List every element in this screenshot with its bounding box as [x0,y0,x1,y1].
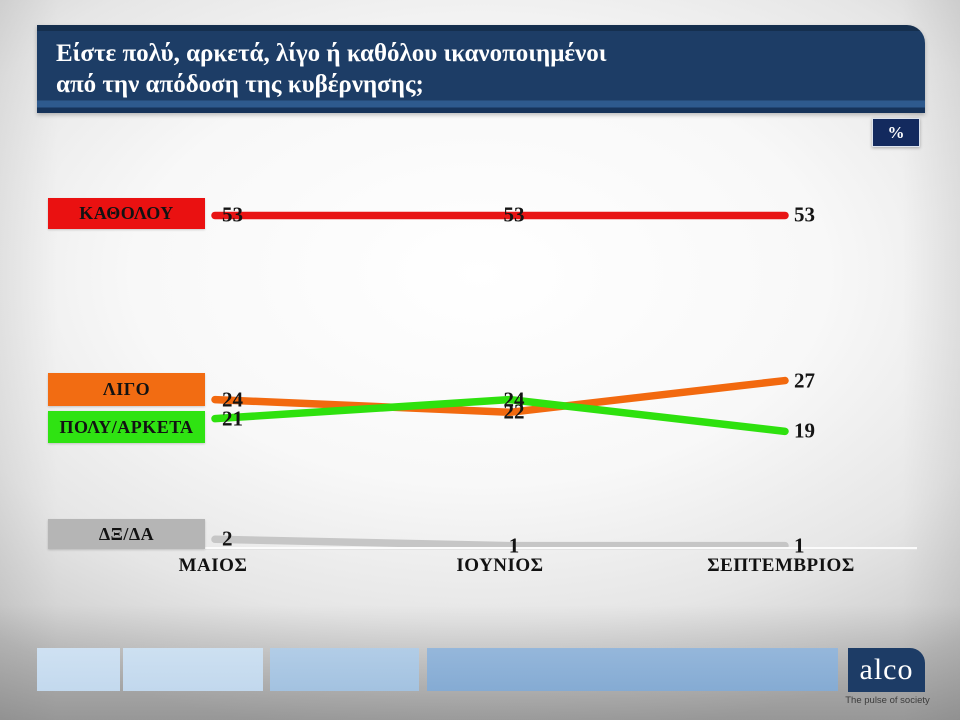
footer-bar-segment-3 [270,648,419,691]
x-axis-label: ΣΕΠΤΕΜΒΡΙΟΣ [707,555,855,576]
question-title-line2: από την απόδοση της κυβέρνησης; [56,71,424,98]
alco-logo-text: alco [859,653,914,686]
data-label: 21 [222,406,243,431]
data-label: 22 [503,399,525,424]
series-label-box: ΚΑΘΟΛΟΥ [48,198,205,229]
series-line-4 [211,535,789,550]
series-line-3 [211,395,789,436]
series-label-box: ΛΙΓΟ [48,373,205,406]
data-label: 53 [794,202,815,227]
data-label: 27 [794,368,815,393]
data-label: 2 [222,526,233,551]
question-header: Είστε πολύ, αρκετά, λίγο ή καθόλου ικανο… [37,25,925,113]
data-label: 53 [503,202,525,227]
x-axis-label: ΜΑΙΟΣ [178,555,248,576]
footer-bar-segment-4 [427,648,838,691]
data-label: 1 [794,533,805,558]
data-label: 53 [222,202,243,227]
series-label-box: ΔΞ/ΔΑ [48,519,205,549]
data-label: 19 [794,418,815,443]
alco-logo: alco [848,648,925,692]
footer-bar-segment-1: NEWS [37,648,120,691]
question-title: Είστε πολύ, αρκετά, λίγο ή καθόλου ικανο… [56,38,905,100]
alco-tagline: The pulse of society [845,695,930,706]
footer-bar-segment-2 [123,648,263,691]
x-axis-label: ΙΟΥΝΙΟΣ [456,555,544,576]
data-label: 1 [508,533,520,558]
series-label-box: ΠΟΛΥ/ΑΡΚΕΤΑ [48,411,205,443]
question-title-line1: Είστε πολύ, αρκετά, λίγο ή καθόλου ικανο… [56,40,607,67]
data-label: 24 [222,387,243,412]
data-label: 24 [503,387,525,412]
series-line-2 [211,376,789,417]
x-axis-line [205,547,917,550]
percent-badge: % [872,118,920,147]
